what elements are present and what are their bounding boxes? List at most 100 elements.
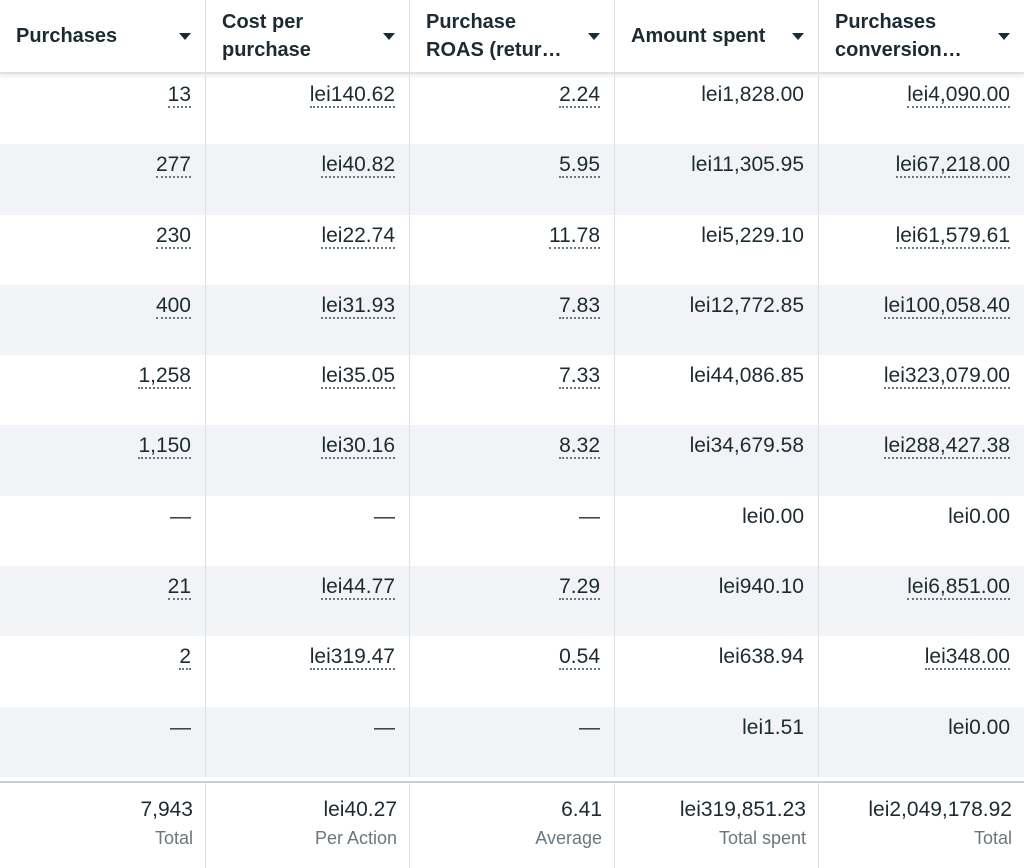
cell-value-link[interactable]: 13 — [167, 83, 191, 108]
caret-down-icon[interactable] — [383, 32, 395, 40]
cell-value-link[interactable]: 11.78 — [549, 223, 600, 249]
cell-value-link[interactable]: 2 — [179, 645, 191, 671]
cell-value-link[interactable]: lei4,090.00 — [907, 83, 1010, 108]
roas-cell: 0.54 — [410, 636, 615, 707]
cell-value-link[interactable]: 2.24 — [559, 83, 600, 108]
amount-spent-cell: lei44,086.85 — [615, 355, 819, 426]
table-row: 400 lei31.93 7.83 lei12,772.85 lei100,058.40 — [0, 284, 1024, 356]
cell-value-link[interactable]: lei30.16 — [321, 434, 395, 460]
total-label: Per Action — [314, 827, 397, 848]
caret-down-icon[interactable] — [588, 32, 600, 40]
purchases-cell: 1,258 — [0, 355, 206, 426]
cell-value-link[interactable]: 230 — [155, 223, 191, 249]
cell-value: lei638.94 — [718, 645, 804, 669]
cell-value-link[interactable]: lei288,427.38 — [883, 434, 1010, 460]
roas-cell: 11.78 — [410, 214, 615, 285]
conversion-value-cell: lei348.00 — [819, 636, 1024, 706]
amount-spent-cell: lei11,305.95 — [615, 144, 819, 215]
cell-value-link[interactable]: lei44.77 — [321, 575, 395, 601]
cell-value: lei0.00 — [948, 715, 1010, 739]
total-value: lei40.27 — [323, 797, 397, 821]
cell-value: — — [170, 504, 191, 528]
cell-value-link[interactable]: lei319.47 — [309, 645, 395, 671]
cell-value-link[interactable]: 5.95 — [559, 153, 600, 179]
table-row: 21 lei44.77 7.29 lei940.10 lei6,851.00 — [0, 566, 1024, 637]
conversion-value-cell: lei6,851.00 — [819, 566, 1024, 636]
cell-value-link[interactable]: lei140.62 — [309, 83, 395, 108]
cost-per-purchase-cell: lei140.62 — [206, 74, 410, 145]
total-label: Average — [535, 827, 602, 848]
cost-per-purchase-cell: lei44.77 — [206, 566, 410, 637]
cell-value-link[interactable]: 277 — [155, 153, 191, 179]
cell-value-link[interactable]: 1,150 — [138, 434, 191, 460]
caret-down-icon[interactable] — [179, 32, 191, 40]
cell-value: lei1.51 — [742, 715, 804, 739]
total-conversion-value: lei2,049,178.92 Total — [819, 783, 1024, 868]
cell-value: lei1,828.00 — [701, 83, 804, 106]
roas-cell: 7.29 — [410, 566, 615, 637]
roas-cell: — — [410, 706, 615, 777]
caret-down-icon[interactable] — [792, 32, 804, 40]
purchases-cell: 400 — [0, 284, 206, 356]
cell-value-link[interactable]: lei31.93 — [321, 293, 395, 319]
column-header-line1: Purchases — [835, 11, 937, 33]
column-header-purchase-roas[interactable]: Purchase ROAS (retur… — [410, 0, 615, 72]
total-value: lei319,851.23 — [679, 797, 806, 821]
cell-value-link[interactable]: lei22.74 — [321, 223, 395, 249]
column-header-purchases[interactable]: Purchases — [0, 0, 206, 72]
total-roas: 6.41 Average — [410, 782, 615, 868]
cell-value: — — [374, 715, 395, 739]
caret-down-icon[interactable] — [998, 32, 1010, 40]
column-header-line1: Purchase — [426, 11, 517, 33]
conversion-value-cell: lei67,218.00 — [819, 144, 1024, 214]
cell-value-link[interactable]: lei348.00 — [924, 645, 1010, 671]
cell-value: — — [579, 504, 600, 528]
roas-cell: 7.33 — [410, 355, 615, 426]
purchases-cell: 277 — [0, 144, 206, 215]
cell-value-link[interactable]: lei100,058.40 — [883, 293, 1010, 319]
cost-per-purchase-cell: — — [206, 706, 410, 777]
column-header-cost-per-purchase[interactable]: Cost per purchase — [206, 0, 410, 72]
column-header-purchases-conversion-value[interactable]: Purchases conversion… — [819, 0, 1024, 72]
cell-value-link[interactable]: 7.29 — [559, 575, 600, 601]
cell-value-link[interactable]: lei323,079.00 — [883, 364, 1010, 390]
cell-value-link[interactable]: lei61,579.61 — [895, 223, 1010, 249]
cell-value-link[interactable]: 7.33 — [559, 364, 600, 390]
table-row: 230 lei22.74 11.78 lei5,229.10 lei61,579.61 — [0, 214, 1024, 285]
cell-value: — — [374, 504, 395, 528]
roas-cell: 8.32 — [410, 425, 615, 496]
conversion-value-cell: lei4,090.00 — [819, 74, 1024, 144]
table-header: Purchases Cost per purchase Purchase ROA… — [0, 0, 1024, 74]
cell-value: lei34,679.58 — [689, 434, 804, 458]
amount-spent-cell: lei638.94 — [615, 636, 819, 707]
cell-value-link[interactable]: 7.83 — [559, 293, 600, 319]
conversion-value-cell: lei61,579.61 — [819, 215, 1024, 285]
column-header-label: Purchase ROAS (retur… — [426, 8, 562, 64]
cost-per-purchase-cell: lei35.05 — [206, 355, 410, 426]
amount-spent-cell: lei1.51 — [615, 706, 819, 777]
purchases-cell: — — [0, 495, 206, 567]
cell-value-link[interactable]: 21 — [167, 575, 191, 601]
roas-cell: 7.83 — [410, 284, 615, 356]
table-row: — — — lei1.51 lei0.00 — [0, 706, 1024, 777]
total-cost-per-purchase: lei40.27 Per Action — [206, 782, 410, 868]
purchases-cell: 21 — [0, 566, 206, 637]
cell-value-link[interactable]: lei67,218.00 — [895, 153, 1010, 179]
cost-per-purchase-cell: — — [206, 495, 410, 567]
cell-value-link[interactable]: lei6,851.00 — [907, 575, 1010, 601]
amount-spent-cell: lei0.00 — [615, 495, 819, 567]
column-header-amount-spent[interactable]: Amount spent — [615, 0, 819, 72]
cell-value-link[interactable]: 8.32 — [559, 434, 600, 460]
cell-value-link[interactable]: lei40.82 — [321, 153, 395, 179]
column-header-label: Purchases — [16, 25, 118, 47]
cell-value: lei11,305.95 — [691, 153, 804, 177]
table-row: 13 lei140.62 2.24 lei1,828.00 lei4,090.00 — [0, 74, 1024, 145]
cell-value-link[interactable]: lei35.05 — [321, 364, 395, 390]
amount-spent-cell: lei34,679.58 — [615, 425, 819, 496]
cell-value-link[interactable]: 400 — [155, 293, 191, 319]
total-label: Total spent — [718, 827, 806, 848]
cell-value-link[interactable]: 0.54 — [559, 645, 600, 671]
table-body: 13 lei140.62 2.24 lei1,828.00 lei4,090.00 277… — [0, 74, 1024, 777]
cell-value-link[interactable]: 1,258 — [138, 364, 191, 390]
